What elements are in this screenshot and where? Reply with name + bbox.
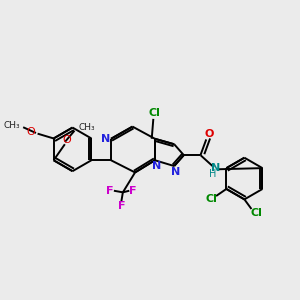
Text: N: N xyxy=(171,167,180,177)
Text: O: O xyxy=(26,127,35,137)
Text: O: O xyxy=(204,129,214,139)
Text: CH₃: CH₃ xyxy=(3,121,20,130)
Text: F: F xyxy=(106,186,113,196)
Text: Cl: Cl xyxy=(205,194,217,204)
Text: O: O xyxy=(62,135,71,146)
Text: Cl: Cl xyxy=(251,208,262,218)
Text: Cl: Cl xyxy=(148,108,160,118)
Text: N: N xyxy=(211,163,220,173)
Text: F: F xyxy=(118,201,125,211)
Text: CH₃: CH₃ xyxy=(78,123,95,132)
Text: F: F xyxy=(129,186,136,196)
Text: H: H xyxy=(209,169,216,179)
Text: N: N xyxy=(100,134,110,144)
Text: N: N xyxy=(152,161,161,171)
